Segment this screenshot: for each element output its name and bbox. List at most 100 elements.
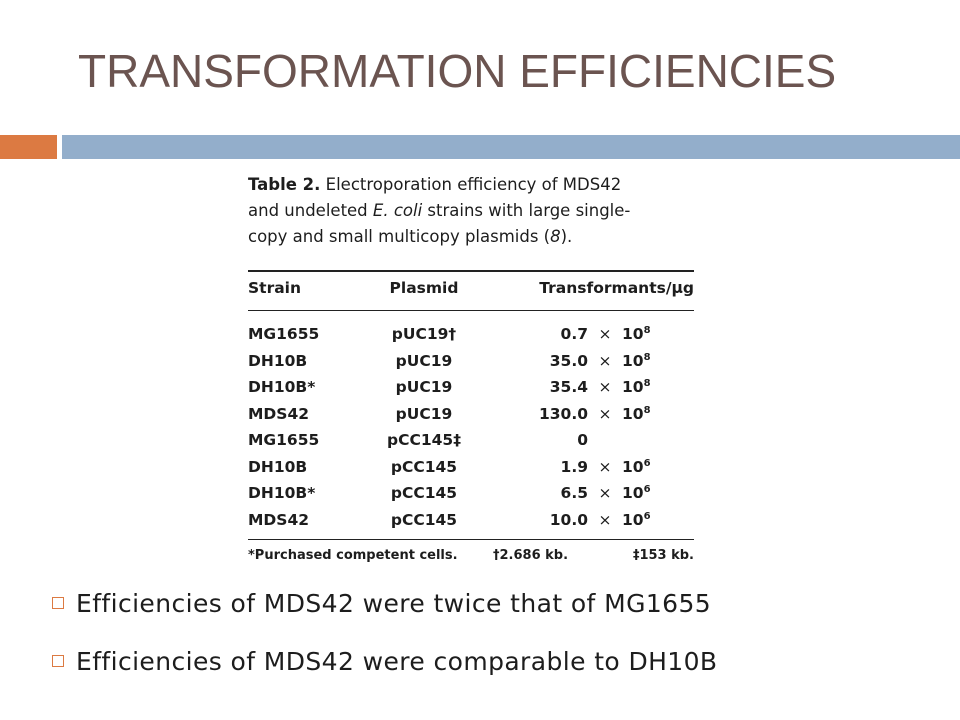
cell-mantissa: 10.0 <box>549 510 588 529</box>
header-plasmid: Plasmid <box>389 279 459 297</box>
cell-base: 10 <box>622 457 644 476</box>
accent-bar-orange <box>0 135 57 159</box>
table-row: MG1655 pUC19† 0.7 × 108 <box>248 321 694 348</box>
header-strain: Strain <box>248 279 302 297</box>
cell-mantissa: 130.0 <box>538 404 588 423</box>
table-row: DH10B* pUC19 35.4 × 108 <box>248 374 694 401</box>
cell-times: × <box>598 404 612 423</box>
table-rule-header <box>248 310 694 311</box>
caption-line-2-pre: and undeleted <box>248 201 373 220</box>
bullet-item: Efficiencies of MDS42 were comparable to… <box>52 646 717 676</box>
cell-strain: DH10B* <box>248 378 316 396</box>
cell-plasmid: pCC145 <box>390 484 458 502</box>
table-figure: Table 2. Electroporation efficiency of M… <box>248 172 694 563</box>
cell-exponent: 8 <box>643 351 651 363</box>
cell-exponent: 8 <box>643 377 651 389</box>
cell-power: 106 <box>622 454 694 481</box>
cell-plasmid: pCC145 <box>390 510 458 529</box>
header-transformants: Transformants/μg <box>539 279 694 297</box>
cell-mantissa: 0 <box>577 431 588 449</box>
cell-exponent: 6 <box>643 510 651 522</box>
cell-strain: MG1655 <box>248 325 320 343</box>
cell-exponent: 8 <box>643 404 651 416</box>
caption-label: Table 2. <box>248 175 321 194</box>
cell-times <box>588 427 622 454</box>
cell-mantissa: 1.9 <box>560 457 588 476</box>
cell-exponent: 6 <box>643 483 651 495</box>
cell-times: × <box>598 351 612 370</box>
cell-exponent: 8 <box>643 324 651 336</box>
cell-transformants: 130.0 × 108 <box>482 401 694 428</box>
cell-strain: DH10B* <box>248 484 316 502</box>
cell-mantissa: 0.7 <box>560 325 588 343</box>
cell-mantissa: 35.4 <box>549 378 588 396</box>
cell-power: 108 <box>622 401 694 428</box>
cell-times: × <box>598 457 612 476</box>
cell-strain: MG1655 <box>248 431 320 449</box>
table-row: MDS42 pUC19 130.0 × 108 <box>248 401 694 428</box>
cell-power: 108 <box>622 321 694 348</box>
cell-plasmid: pCC145‡ <box>387 431 461 449</box>
cell-transformants: 1.9 × 106 <box>482 454 694 481</box>
bullet-item: Efficiencies of MDS42 were twice that of… <box>52 588 717 618</box>
footnote-purchased: *Purchased competent cells. <box>248 548 458 563</box>
cell-mantissa: 35.0 <box>549 351 588 370</box>
table-row: DH10B pCC145 1.9 × 106 <box>248 454 694 481</box>
cell-exponent: 6 <box>643 457 651 469</box>
cell-base: 10 <box>622 404 644 423</box>
bullet-text: Efficiencies of MDS42 were twice that of… <box>76 588 712 618</box>
table-row: DH10B* pCC145 6.5 × 106 <box>248 480 694 507</box>
bullet-list: Efficiencies of MDS42 were twice that of… <box>52 588 717 704</box>
cell-transformants: 6.5 × 106 <box>482 480 694 507</box>
cell-mantissa: 6.5 <box>560 484 588 502</box>
cell-power: 108 <box>622 374 694 401</box>
table-rule-top <box>248 270 694 272</box>
cell-strain: DH10B <box>248 351 308 370</box>
table-row: MDS42 pCC145 10.0 × 106 <box>248 507 694 534</box>
cell-plasmid: pUC19 <box>395 404 453 423</box>
cell-strain: MDS42 <box>248 404 310 423</box>
caption-line-3-post: ). <box>560 227 573 246</box>
cell-times: × <box>598 325 612 343</box>
cell-base: 10 <box>622 325 644 343</box>
table-row: DH10B pUC19 35.0 × 108 <box>248 348 694 375</box>
cell-base: 10 <box>622 378 644 396</box>
table-caption: Table 2. Electroporation efficiency of M… <box>248 172 694 250</box>
table-row: MG1655 pCC145‡ 0 <box>248 427 694 454</box>
square-bullet-icon <box>52 655 64 667</box>
cell-times: × <box>598 484 612 502</box>
cell-transformants: 35.0 × 108 <box>482 348 694 375</box>
bullet-text: Efficiencies of MDS42 were comparable to… <box>76 646 718 676</box>
caption-reference: 8 <box>550 227 561 246</box>
table-header-row: Strain Plasmid Transformants/μg <box>248 274 694 302</box>
footnote-dagger: †2.686 kb. <box>493 548 569 563</box>
accent-bar-blue <box>62 135 960 159</box>
cell-power: 106 <box>622 507 694 534</box>
cell-transformants: 0.7 × 108 <box>482 321 694 348</box>
table-body: MG1655 pUC19† 0.7 × 108 DH10B pUC19 35.0… <box>248 321 694 533</box>
footnote-double-dagger: ‡153 kb. <box>632 548 694 563</box>
cell-plasmid: pCC145 <box>390 457 458 476</box>
cell-base: 10 <box>622 510 644 529</box>
cell-base: 10 <box>622 484 644 502</box>
cell-plasmid: pUC19 <box>395 378 453 396</box>
cell-times: × <box>598 378 612 396</box>
cell-times: × <box>598 510 612 529</box>
caption-line-2-post: strains with large single- <box>422 201 631 220</box>
cell-transformants: 0 <box>482 427 694 454</box>
caption-species: E. coli <box>372 201 423 220</box>
table-footnotes: *Purchased competent cells. †2.686 kb. ‡… <box>248 548 694 563</box>
cell-plasmid: pUC19 <box>395 351 453 370</box>
cell-plasmid: pUC19† <box>391 325 457 343</box>
cell-power: 108 <box>622 348 694 375</box>
cell-power <box>622 427 694 454</box>
table-rule-bottom <box>248 539 694 540</box>
cell-transformants: 35.4 × 108 <box>482 374 694 401</box>
cell-transformants: 10.0 × 106 <box>482 507 694 534</box>
caption-line-1: Electroporation efficiency of MDS42 <box>320 175 622 194</box>
slide-title: TRANSFORMATION EFFICIENCIES <box>78 45 837 97</box>
square-bullet-icon <box>52 597 64 609</box>
caption-line-3-pre: copy and small multicopy plasmids ( <box>248 227 551 246</box>
cell-base: 10 <box>622 351 644 370</box>
cell-strain: MDS42 <box>248 510 310 529</box>
